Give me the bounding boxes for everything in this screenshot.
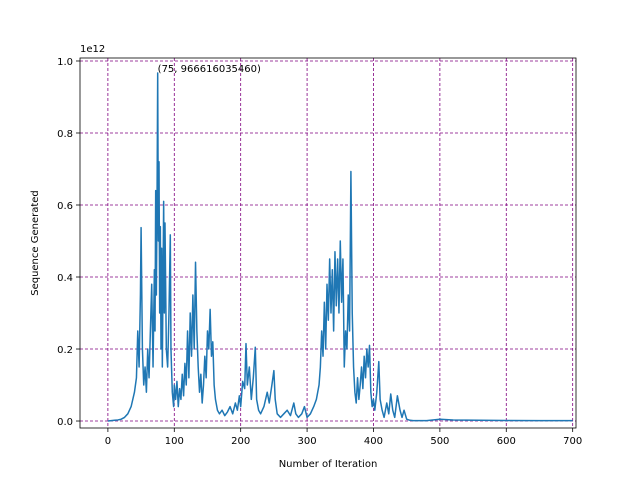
- plot-frame: [79, 57, 577, 429]
- y-offset-label: 1e12: [80, 44, 105, 55]
- y-tick-label: 0.6: [57, 201, 73, 212]
- annotation: (75, 966616035460): [158, 64, 261, 75]
- x-tick-label: 700: [563, 436, 582, 447]
- x-tick-label: 400: [364, 436, 383, 447]
- x-axis-label: Number of Iteration: [279, 459, 378, 470]
- y-axis-label: Sequence Generated: [30, 190, 41, 296]
- y-tick-label: 0.0: [57, 417, 73, 428]
- data-line: [107, 72, 573, 422]
- y-tick-label: 0.4: [57, 273, 73, 284]
- y-tick-label: 1.0: [57, 57, 73, 68]
- x-tick-label: 100: [165, 436, 184, 447]
- x-tick-label: 600: [497, 436, 516, 447]
- x-tick-label: 0: [105, 436, 111, 447]
- x-tick-label: 200: [231, 436, 250, 447]
- x-tick-label: 500: [430, 436, 449, 447]
- y-tick-label: 0.8: [57, 129, 73, 140]
- x-tick-label: 300: [298, 436, 317, 447]
- y-tick-label: 0.2: [57, 345, 73, 356]
